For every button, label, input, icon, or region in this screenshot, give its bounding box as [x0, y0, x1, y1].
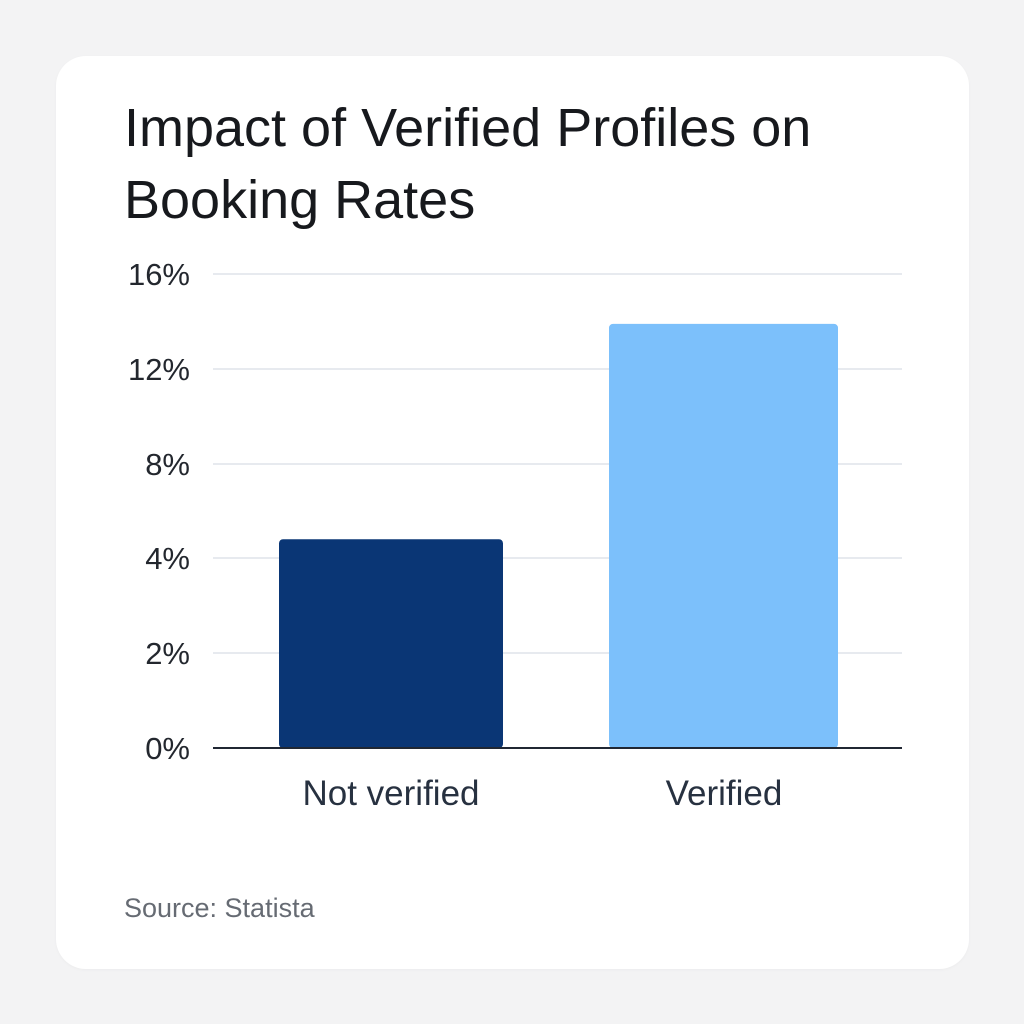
bar-verified — [609, 323, 838, 748]
y-axis-tick-labels: 0% 2% 4% 8% 12% 16% — [128, 257, 190, 766]
category-label: Not verified — [302, 774, 479, 813]
y-tick-label: 2% — [145, 636, 190, 671]
source-note: Source: Statista — [124, 893, 315, 923]
bar-not-verified — [279, 539, 503, 748]
y-tick-label: 12% — [128, 352, 190, 387]
y-tick-label: 4% — [145, 541, 190, 576]
category-label: Verified — [666, 774, 783, 813]
y-tick-label: 8% — [145, 447, 190, 482]
bars — [279, 323, 838, 748]
y-tick-label: 16% — [128, 257, 190, 292]
x-axis-category-labels: Not verified Verified — [302, 774, 782, 813]
y-tick-label: 0% — [145, 731, 190, 766]
chart-title: Impact of Verified Profiles on Booking R… — [124, 98, 812, 230]
